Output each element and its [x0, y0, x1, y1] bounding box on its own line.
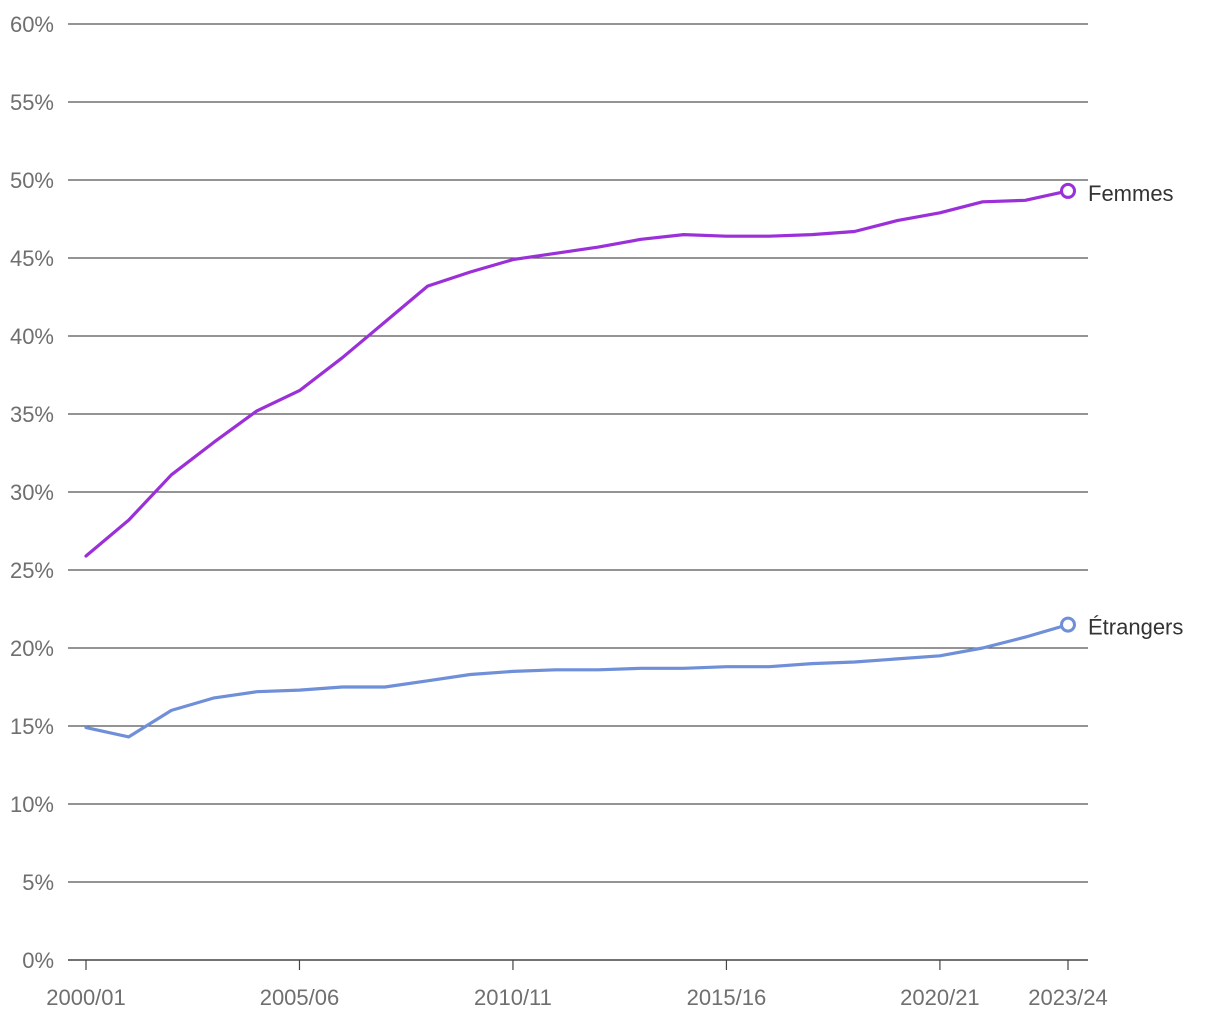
series-labels: Femmes Étrangers [1088, 181, 1183, 640]
y-tick-label: 20% [10, 636, 54, 661]
series-end-marker-etrangers [1060, 616, 1076, 633]
x-tick-label: 2010/11 [474, 985, 552, 1010]
x-tick-label: 2023/24 [1028, 985, 1108, 1010]
series-end-marker-femmes [1060, 182, 1076, 199]
series-layer [84, 182, 1076, 739]
x-tick-label: 2005/06 [260, 985, 340, 1010]
y-tick-label: 15% [10, 714, 54, 739]
y-tick-label: 40% [10, 324, 54, 349]
y-tick-label: 60% [10, 12, 54, 37]
series-label-etrangers: Étrangers [1088, 615, 1183, 640]
y-tick-label: 25% [10, 558, 54, 583]
x-axis: 2000/01 2005/06 2010/11 2015/16 2020/21 2023/… [46, 960, 1108, 1010]
x-tick-label: 2015/16 [687, 985, 767, 1010]
y-tick-label: 10% [10, 792, 54, 817]
y-tick-label: 45% [10, 246, 54, 271]
y-tick-label: 0% [22, 948, 54, 973]
grid-layer [68, 23, 1088, 961]
y-tick-label: 35% [10, 402, 54, 427]
y-tick-label: 30% [10, 480, 54, 505]
y-tick-label: 50% [10, 168, 54, 193]
series-label-femmes: Femmes [1088, 181, 1174, 206]
y-tick-label: 5% [22, 870, 54, 895]
x-tick-label: 2020/21 [900, 985, 980, 1010]
x-tick-label: 2000/01 [46, 985, 126, 1010]
series-line-femmes [84, 189, 1070, 558]
series-line-etrangers [84, 622, 1070, 739]
y-axis: 0% 5% 10% 15% 20% 25% 30% 35% 40% 45% 50% 55% 60% [10, 12, 54, 973]
y-tick-label: 55% [10, 90, 54, 115]
